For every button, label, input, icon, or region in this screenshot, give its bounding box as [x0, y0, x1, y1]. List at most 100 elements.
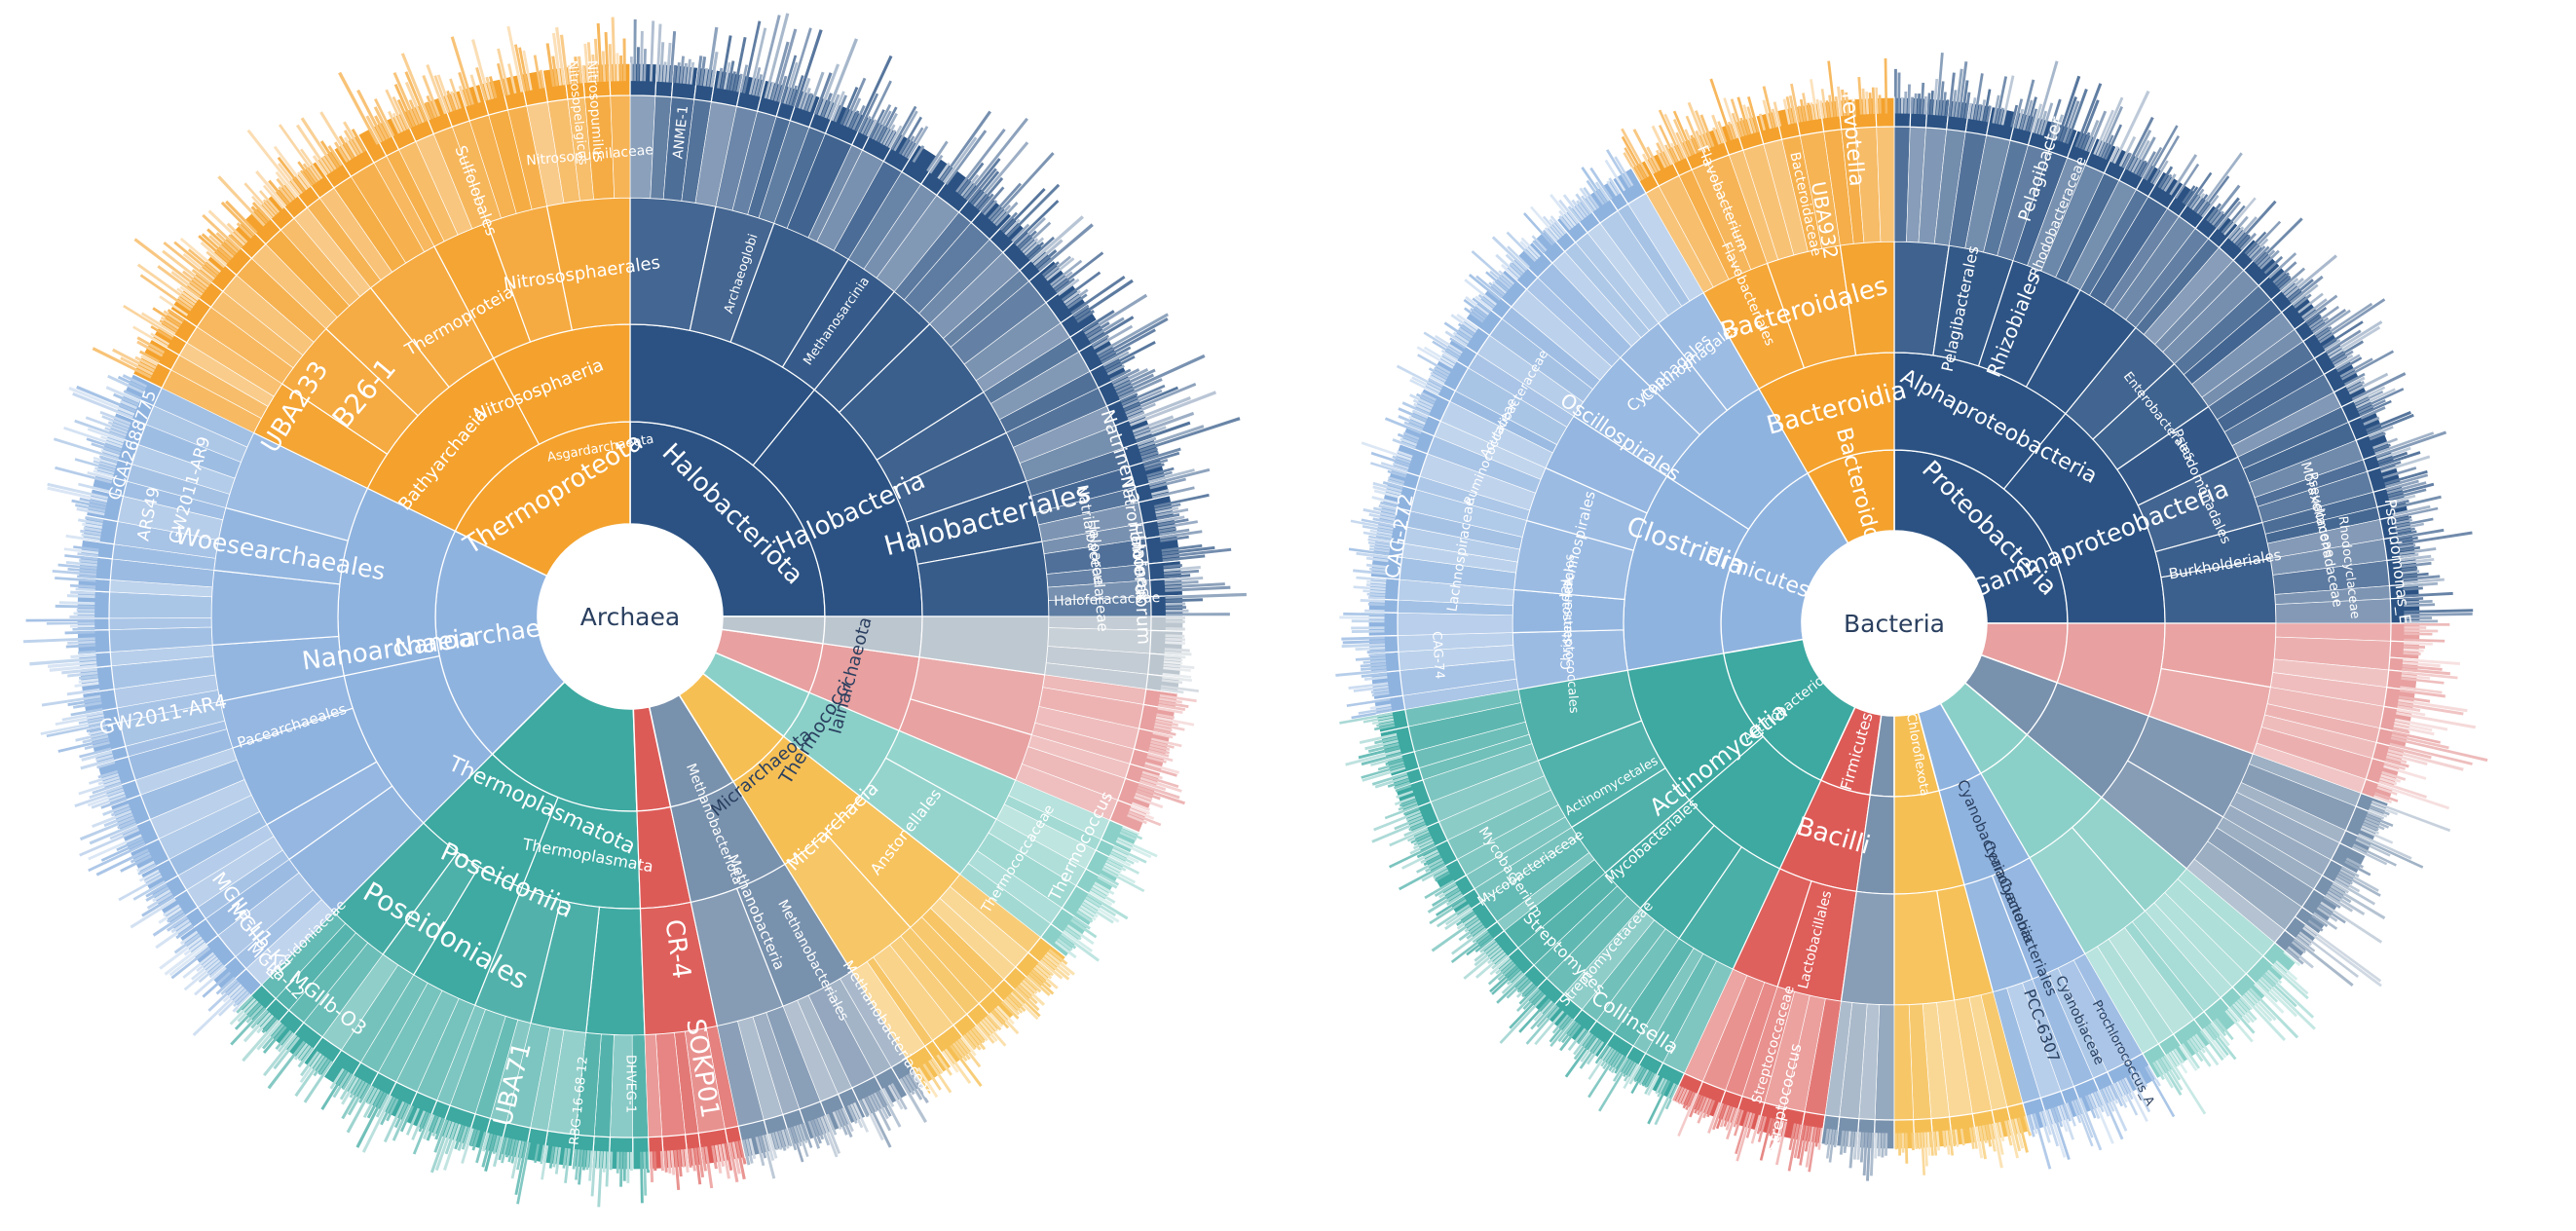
- sunburst-0-leaf-segment: [79, 816, 134, 841]
- sunburst-1-leaf-segment: [1960, 80, 1969, 119]
- sunburst-0-leaf-segment: [1132, 415, 1175, 433]
- sunburst-0-leaf-segment: [790, 1126, 804, 1163]
- sunburst-1-leaf-segment: [1434, 366, 1449, 377]
- sunburst-1-leaf-segment: [1802, 93, 1810, 122]
- sunburst-0-leaf-segment: [840, 1107, 854, 1133]
- sunburst-0-leaf-segment: [1072, 304, 1090, 317]
- sunburst-1-leaf-segment: [1712, 127, 1721, 145]
- sunburst-1-leaf-segment: [2398, 698, 2468, 713]
- sunburst-0-leaf-segment: [590, 1150, 597, 1197]
- sunburst-0-leaf-segment: [98, 455, 118, 464]
- sunburst-0-leaf-segment: [1150, 740, 1175, 749]
- sunburst-1-leaf-segment: [1785, 95, 1794, 125]
- sunburst-0-leaf-segment: [294, 1055, 325, 1098]
- sunburst-0-leaf-segment: [362, 1089, 381, 1119]
- sunburst-1-leaf-segment: [2231, 1003, 2251, 1024]
- sunburst-1-leaf-segment: [1697, 1096, 1707, 1116]
- sunburst-1-leaf-segment: [2401, 671, 2458, 680]
- sunburst-0-leaf-segment: [230, 1007, 267, 1046]
- sunburst-1-leaf-segment: [1817, 1128, 1824, 1150]
- sunburst-0-leaf-segment: [1140, 450, 1159, 460]
- sunburst-1-leaf-segment: [1428, 377, 1444, 388]
- sunburst-0-leaf-segment: [605, 1151, 610, 1187]
- sunburst-1-leaf-segment: [1945, 1130, 1951, 1155]
- sunburst-0-leaf-segment: [82, 522, 103, 530]
- sunburst-0-leaf-segment: [680, 1149, 686, 1168]
- sunburst-0-leaf-segment: [767, 1133, 778, 1159]
- sunburst-0-leaf-segment: [1003, 998, 1021, 1016]
- sunburst-0-leaf-segment: [989, 152, 1055, 222]
- sunburst-1-leaf-segment: [1368, 535, 1392, 541]
- sunburst-1-leaf-segment: [2365, 816, 2390, 829]
- sunburst-0-leaf-segment: [1130, 804, 1150, 815]
- sunburst-0-leaf-segment: [622, 1151, 626, 1181]
- sunburst-1-leaf-segment: [2371, 800, 2451, 833]
- sunburst-1-leaf-segment: [1677, 1093, 1699, 1137]
- sunburst-0-leaf-segment: [132, 880, 166, 901]
- sunburst-1-leaf-segment: [1571, 199, 1587, 219]
- sunburst-1-leaf-segment: [1808, 1127, 1817, 1173]
- sunburst-0-leaf-segment: [160, 316, 180, 330]
- sunburst-1-leaf-segment: [1444, 330, 1468, 347]
- sunburst-1-leaf-segment: [1841, 89, 1847, 117]
- sunburst-0-leaf-segment: [1030, 969, 1052, 989]
- sunburst-0-leaf-segment: [1061, 932, 1101, 962]
- sunburst-1-leaf-segment: [1997, 1121, 2005, 1142]
- sunburst-0-leaf-segment: [137, 863, 157, 876]
- sunburst-1-leaf-segment: [1807, 102, 1812, 121]
- sunburst-1-leaf-segment: [2403, 581, 2439, 588]
- sunburst-1-leaf-segment: [1587, 1046, 1612, 1080]
- sunburst-0-leaf-segment: [945, 130, 988, 186]
- sunburst-1-leaf-segment: [2379, 777, 2398, 786]
- sunburst-1-leaf-segment: [2096, 1090, 2110, 1117]
- sunburst-0-leaf-segment: [942, 136, 978, 184]
- sunburst-1-leaf-segment: [2041, 1110, 2052, 1136]
- sunburst-1-leaf-segment: [1790, 83, 1801, 123]
- sunburst-0-leaf-segment: [319, 140, 340, 168]
- sunburst-1-leaf-segment: [1581, 195, 1595, 213]
- sunburst-0-leaf-segment: [1159, 530, 1203, 540]
- sunburst-0-leaf-segment: [57, 563, 97, 570]
- sunburst-0-leaf-segment: [506, 25, 524, 93]
- sunburst-1-leaf-segment: [2403, 648, 2424, 653]
- sunburst-0-leaf-segment: [1138, 782, 1180, 800]
- sunburst-0-leaf-segment: [639, 1151, 644, 1204]
- sunburst-0-leaf-segment: [1096, 313, 1169, 355]
- sunburst-0-leaf-segment: [146, 892, 173, 910]
- sunburst-0-leaf-segment: [46, 621, 95, 625]
- sunburst-0-leaf-segment: [842, 77, 867, 127]
- sunburst-1-leaf-segment: [1353, 685, 1389, 692]
- sunburst-1-leaf-segment: [2389, 742, 2473, 765]
- sunburst-1-leaf-segment: [2402, 578, 2445, 584]
- sunburst-0-leaf-segment: [736, 73, 743, 93]
- sunburst-0-leaf-segment: [399, 1105, 415, 1133]
- sunburst-0-leaf-segment: [748, 1138, 757, 1160]
- sunburst-0-leaf-segment: [72, 627, 95, 631]
- sunburst-0-leaf-segment: [261, 1024, 284, 1050]
- sunburst-1-leaf-segment: [1475, 951, 1507, 979]
- sunburst-0-leaf-segment: [132, 325, 168, 349]
- sunburst-0-leaf-segment: [787, 1127, 798, 1151]
- sunburst-1-leaf-segment: [1726, 1107, 1738, 1140]
- sunburst-1-leaf-segment: [2207, 1024, 2237, 1061]
- sunburst-0-leaf-segment: [1066, 924, 1095, 946]
- sunburst-0-leaf-segment: [965, 158, 1001, 202]
- sunburst-0-leaf-segment: [852, 1101, 870, 1133]
- sunburst-1-leaf-segment: [1398, 407, 1428, 423]
- sunburst-0-leaf-segment: [79, 674, 98, 680]
- sunburst-0-leaf-segment: [901, 135, 915, 157]
- sunburst-0-leaf-segment: [92, 782, 122, 795]
- sunburst-1-leaf-segment: [2283, 278, 2304, 296]
- sunburst-0-leaf-segment: [150, 332, 170, 346]
- sunburst-1-leaf-segment: [2356, 836, 2424, 869]
- sunburst-1-leaf-segment: [1576, 200, 1589, 217]
- sunburst-1-leaf-segment: [2118, 135, 2137, 168]
- sunburst-0-leaf-segment: [75, 731, 108, 742]
- sunburst-1-leaf-segment: [1672, 119, 1692, 157]
- sunburst-0-leaf-segment: [861, 1098, 884, 1141]
- sunburst-0-leaf-segment: [1083, 899, 1120, 923]
- sunburst-1-leaf-segment: [2389, 499, 2409, 507]
- sunburst-1-leaf-segment: [1682, 1090, 1693, 1109]
- sunburst-1-leaf-segment: [1685, 1091, 1696, 1110]
- sunburst-1-leaf-segment: [2347, 381, 2365, 392]
